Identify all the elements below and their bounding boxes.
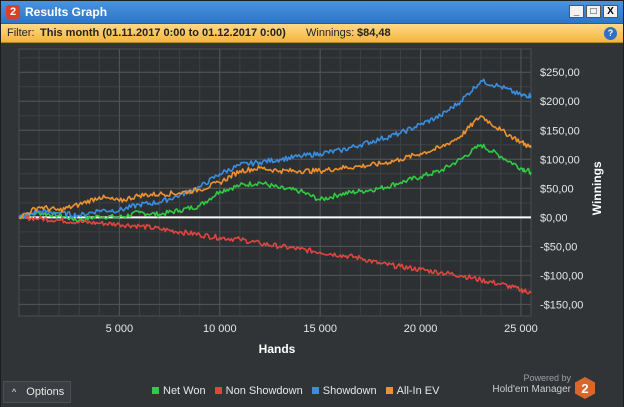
help-icon[interactable]: ?	[604, 27, 617, 40]
legend-item-non-showdown[interactable]: Non Showdown	[214, 385, 303, 397]
brand-name: Hold'em Manager	[492, 384, 571, 395]
series-line-net-won	[18, 143, 532, 223]
close-button[interactable]: X	[603, 5, 618, 18]
maximize-button[interactable]: □	[586, 5, 601, 18]
legend-label: Non Showdown	[225, 385, 303, 397]
title-bar[interactable]: 2 Results Graph _ □ X	[1, 1, 623, 24]
chart-legend: Net Won Non Showdown Showdown All-In EV	[152, 385, 445, 397]
legend-item-showdown[interactable]: Showdown	[311, 385, 377, 397]
y-tick-label: $250,00	[540, 67, 580, 79]
series-line-showdown	[18, 78, 532, 219]
y-tick-label: -$150,00	[540, 299, 583, 311]
legend-swatch	[311, 387, 319, 394]
results-chart-area: 5 000 10 000 15 000 20 000 25 000 $250,00 $200…	[1, 43, 623, 366]
powered-by-label: Powered by	[523, 373, 571, 383]
legend-label: Net Won	[163, 385, 206, 397]
y-tick-label: -$50,00	[540, 241, 577, 253]
minimize-button[interactable]: _	[569, 5, 584, 18]
filter-bar: Filter: This month (01.11.2017 0:00 to 0…	[1, 24, 623, 43]
results-chart: 5 000 10 000 15 000 20 000 25 000 $250,00 $200…	[18, 48, 604, 356]
winnings-label: Winnings:	[306, 27, 355, 39]
holdem-manager-logo-icon: 2	[575, 377, 595, 399]
filter-value[interactable]: This month (01.11.2017 0:00 to 01.12.201…	[40, 27, 286, 39]
legend-item-all-in-ev[interactable]: All-In EV	[385, 385, 440, 397]
legend-label: All-In EV	[396, 385, 440, 397]
x-tick-label: 15 000	[303, 323, 337, 335]
powered-by-text: Powered by Hold'em Manager	[483, 373, 571, 395]
legend-swatch	[385, 387, 393, 394]
footer-bar: ^ Options Net Won Non Showdown Showdown …	[1, 373, 623, 407]
svg-text:2: 2	[581, 381, 588, 396]
window-title: Results Graph	[25, 5, 108, 19]
series-line-all-in-ev	[18, 115, 532, 220]
plot-background	[18, 48, 532, 317]
y-axis-label: Winnings	[590, 161, 604, 215]
y-tick-label: $50,00	[540, 183, 574, 195]
x-tick-label: 20 000	[404, 323, 438, 335]
y-tick-label: -$100,00	[540, 270, 583, 282]
legend-swatch	[214, 387, 222, 394]
y-tick-label: $150,00	[540, 125, 580, 137]
legend-label: Showdown	[322, 385, 377, 397]
x-tick-label: 5 000	[106, 323, 134, 335]
legend-item-net-won[interactable]: Net Won	[152, 385, 206, 397]
filter-label: Filter:	[7, 27, 35, 39]
winnings-value: $84,48	[357, 27, 391, 39]
y-tick-label: $100,00	[540, 154, 580, 166]
y-tick-label: $0,00	[540, 212, 568, 224]
options-button[interactable]: ^ Options	[3, 381, 71, 403]
chevron-up-icon: ^	[12, 387, 17, 397]
legend-swatch	[152, 387, 159, 394]
x-tick-label: 10 000	[203, 323, 237, 335]
x-tick-label: 25 000	[504, 323, 538, 335]
y-tick-label: $200,00	[540, 96, 580, 108]
app-logo-icon: 2	[6, 5, 20, 19]
series-line-non-showdown	[18, 214, 532, 295]
options-label: Options	[26, 386, 65, 398]
x-axis-label: Hands	[259, 342, 296, 356]
